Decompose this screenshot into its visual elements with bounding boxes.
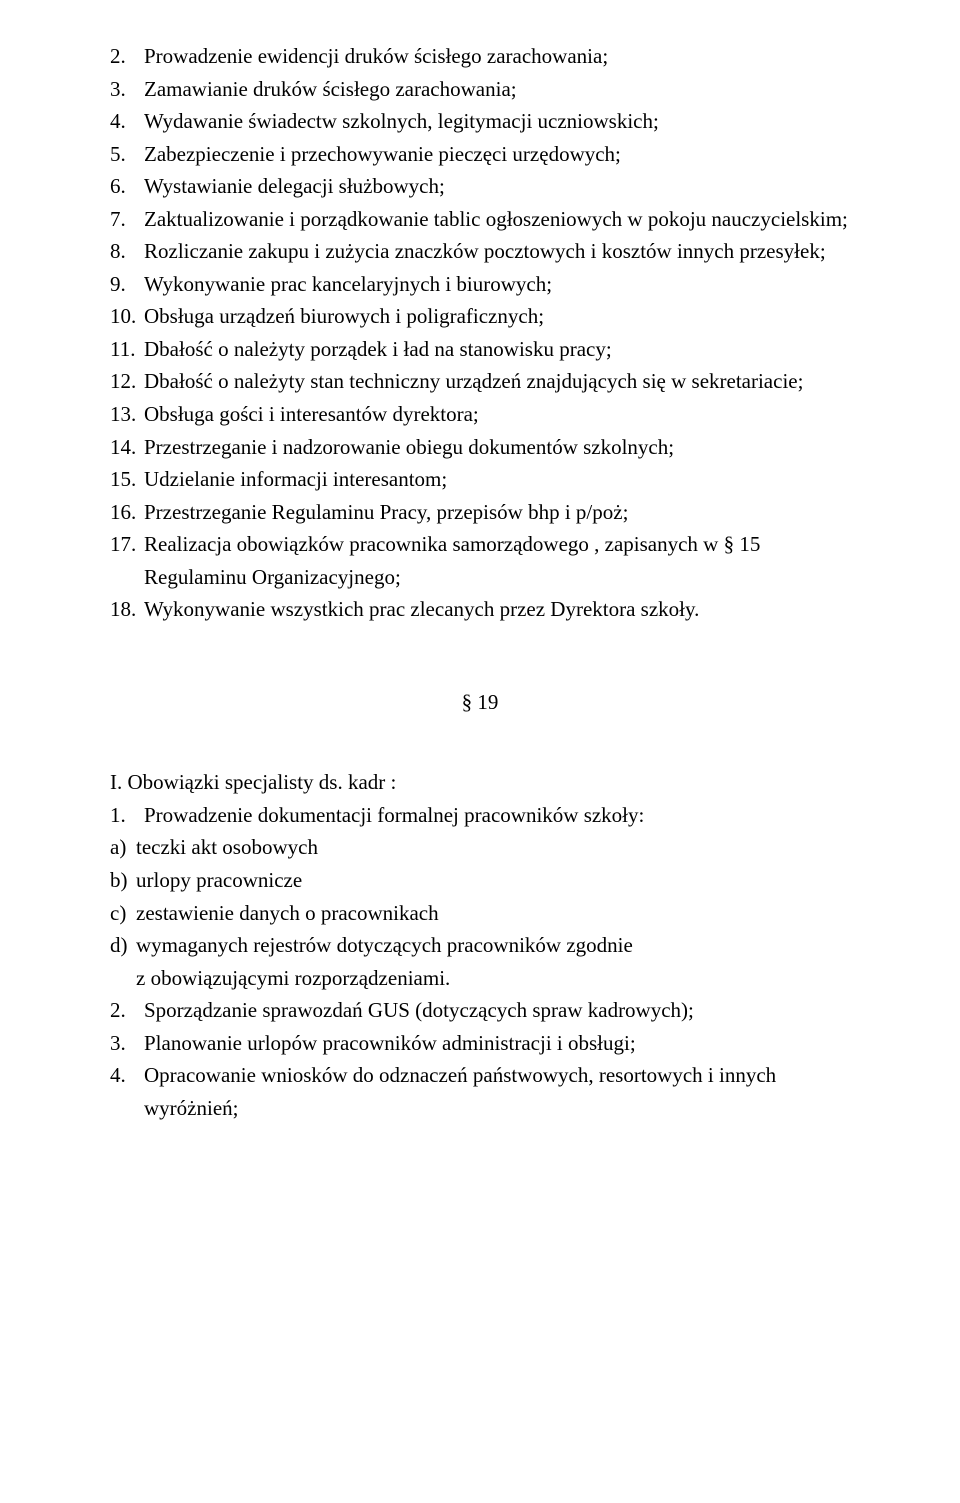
list-number: 17. [110, 528, 144, 561]
list-text: Wykonywanie prac kancelaryjnych i biurow… [144, 268, 850, 301]
list-item: 12. Dbałość o należyty stan techniczny u… [110, 365, 850, 398]
section2-heading: I. Obowiązki specjalisty ds. kadr : [110, 766, 850, 799]
sublist-label: d) [110, 929, 136, 962]
sublist-text: urlopy pracownicze [136, 864, 850, 897]
document-page: 2. Prowadzenie ewidencji druków ścisłego… [0, 0, 960, 1503]
list-item: 14. Przestrzeganie i nadzorowanie obiegu… [110, 431, 850, 464]
sublist-item: d) wymaganych rejestrów dotyczących prac… [110, 929, 850, 994]
list-item: 6. Wystawianie delegacji służbowych; [110, 170, 850, 203]
list-item: 1. Prowadzenie dokumentacji formalnej pr… [110, 799, 850, 832]
list-text: Planowanie urlopów pracowników administr… [144, 1027, 850, 1060]
list-text: Rozliczanie zakupu i zużycia znaczków po… [144, 235, 850, 268]
list-item: 16. Przestrzeganie Regulaminu Pracy, prz… [110, 496, 850, 529]
list-number: 6. [110, 170, 144, 203]
list-number: 1. [110, 799, 144, 832]
list-item: 9. Wykonywanie prac kancelaryjnych i biu… [110, 268, 850, 301]
list-text: Sporządzanie sprawozdań GUS (dotyczących… [144, 994, 850, 1027]
list-number: 7. [110, 203, 144, 236]
list-item: 10. Obsługa urządzeń biurowych i poligra… [110, 300, 850, 333]
section-2: I. Obowiązki specjalisty ds. kadr : 1. P… [110, 766, 850, 1124]
list-text: Obsługa gości i interesantów dyrektora; [144, 398, 850, 431]
list-item: 11. Dbałość o należyty porządek i ład na… [110, 333, 850, 366]
list-item: 4. Opracowanie wniosków do odznaczeń pań… [110, 1059, 850, 1124]
sublist-line1: wymaganych rejestrów dotyczących pracown… [136, 933, 633, 957]
list-item: 2. Prowadzenie ewidencji druków ścisłego… [110, 40, 850, 73]
list-text: Przestrzeganie i nadzorowanie obiegu dok… [144, 431, 850, 464]
sublist-label: c) [110, 897, 136, 930]
list-text: Udzielanie informacji interesantom; [144, 463, 850, 496]
list-text: Wystawianie delegacji służbowych; [144, 170, 850, 203]
list-text: Przestrzeganie Regulaminu Pracy, przepis… [144, 496, 850, 529]
sublist-line2: z obowiązującymi rozporządzeniami. [136, 966, 450, 990]
list-number: 14. [110, 431, 144, 464]
list-text: Zaktualizowanie i porządkowanie tablic o… [144, 203, 850, 236]
sublist-item: c) zestawienie danych o pracownikach [110, 897, 850, 930]
list-number: 4. [110, 1059, 144, 1092]
list-item: 7. Zaktualizowanie i porządkowanie tabli… [110, 203, 850, 236]
list-number: 12. [110, 365, 144, 398]
list-number: 2. [110, 40, 144, 73]
sublist-label: b) [110, 864, 136, 897]
list-number: 18. [110, 593, 144, 626]
list-text: Dbałość o należyty stan techniczny urząd… [144, 365, 850, 398]
list-number: 4. [110, 105, 144, 138]
sublist-item: a) teczki akt osobowych [110, 831, 850, 864]
list-text: Wykonywanie wszystkich prac zlecanych pr… [144, 593, 850, 626]
list-number: 9. [110, 268, 144, 301]
list-number: 16. [110, 496, 144, 529]
list-number: 11. [110, 333, 144, 366]
list-item: 4. Wydawanie świadectw szkolnych, legity… [110, 105, 850, 138]
sublist-item: b) urlopy pracownicze [110, 864, 850, 897]
sublist-text: teczki akt osobowych [136, 831, 850, 864]
list-item: 5. Zabezpieczenie i przechowywanie piecz… [110, 138, 850, 171]
list-item: 13. Obsługa gości i interesantów dyrekto… [110, 398, 850, 431]
list-number: 15. [110, 463, 144, 496]
list-item: 2. Sporządzanie sprawozdań GUS (dotycząc… [110, 994, 850, 1027]
list-number: 2. [110, 994, 144, 1027]
list-number: 5. [110, 138, 144, 171]
sublist-text: wymaganych rejestrów dotyczących pracown… [136, 929, 850, 994]
list-number: 13. [110, 398, 144, 431]
list-number: 3. [110, 1027, 144, 1060]
list-item: 3. Planowanie urlopów pracowników admini… [110, 1027, 850, 1060]
list-number: 8. [110, 235, 144, 268]
numbered-block-1: 2. Prowadzenie ewidencji druków ścisłego… [110, 40, 850, 626]
list-text: Zabezpieczenie i przechowywanie pieczęci… [144, 138, 850, 171]
list-item: 17. Realizacja obowiązków pracownika sam… [110, 528, 850, 593]
list-number: 10. [110, 300, 144, 333]
list-text: Opracowanie wniosków do odznaczeń państw… [144, 1059, 850, 1124]
list-item: 8. Rozliczanie zakupu i zużycia znaczków… [110, 235, 850, 268]
list-text: Wydawanie świadectw szkolnych, legitymac… [144, 105, 850, 138]
list-text: Obsługa urządzeń biurowych i poligraficz… [144, 300, 850, 333]
list-number: 3. [110, 73, 144, 106]
list-text: Zamawianie druków ścisłego zarachowania; [144, 73, 850, 106]
sublist-text: zestawienie danych o pracownikach [136, 897, 850, 930]
list-item: 18. Wykonywanie wszystkich prac zlecanyc… [110, 593, 850, 626]
list-item: 3. Zamawianie druków ścisłego zarachowan… [110, 73, 850, 106]
section-symbol: § 19 [110, 686, 850, 719]
sublist-label: a) [110, 831, 136, 864]
list-text: Prowadzenie dokumentacji formalnej praco… [144, 799, 850, 832]
list-item: 15. Udzielanie informacji interesantom; [110, 463, 850, 496]
list-text: Prowadzenie ewidencji druków ścisłego za… [144, 40, 850, 73]
list-text: Realizacja obowiązków pracownika samorzą… [144, 528, 850, 593]
list-text: Dbałość o należyty porządek i ład na sta… [144, 333, 850, 366]
